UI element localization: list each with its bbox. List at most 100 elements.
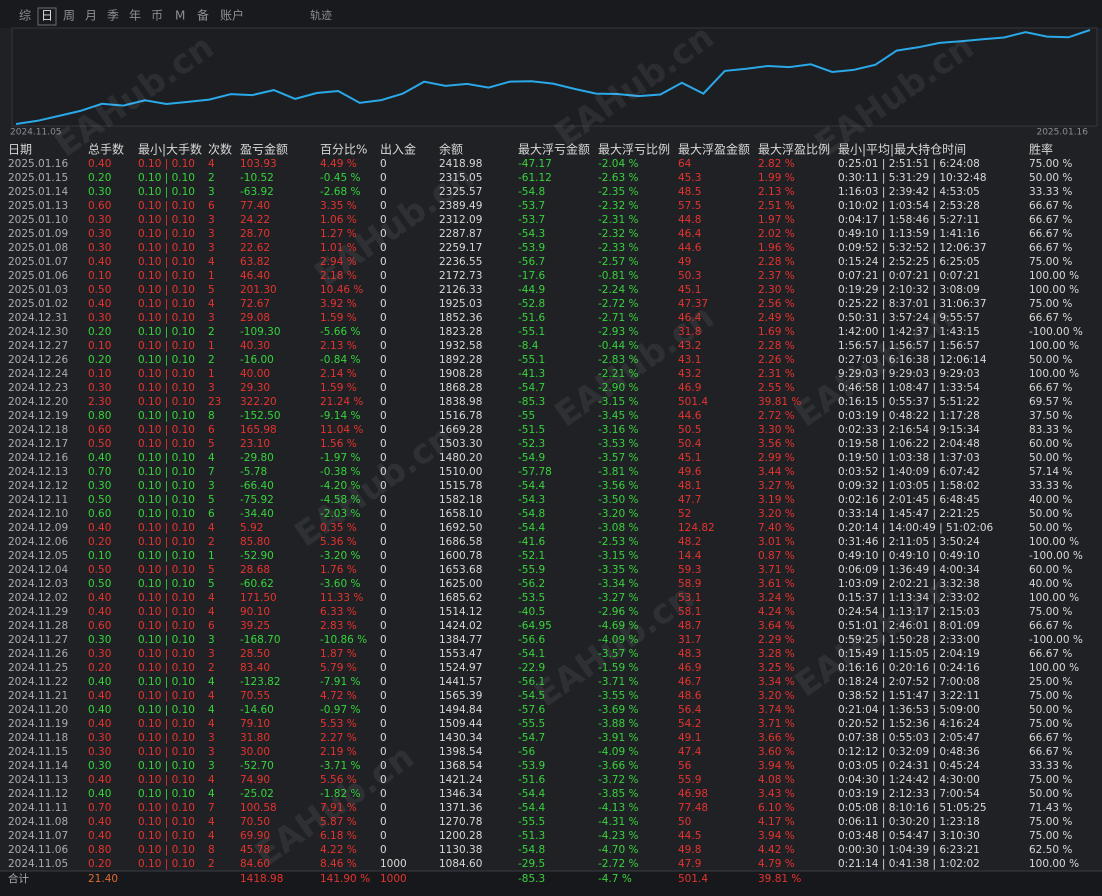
table-cell: -4.31 % xyxy=(598,816,639,828)
table-cell: 0.10 | 0.10 xyxy=(138,382,195,394)
table-cell: 0:59:25 | 1:50:28 | 2:33:00 xyxy=(838,634,980,646)
table-cell: 0.10 | 0.10 xyxy=(138,746,195,758)
column-header[interactable]: 最小|平均|最大持仓时间 xyxy=(838,142,966,157)
column-header[interactable]: 最小|大手数 xyxy=(138,142,202,157)
table-cell: 1925.03 xyxy=(439,298,482,310)
table-cell: 0.20 xyxy=(88,662,111,674)
column-header[interactable]: 次数 xyxy=(208,142,232,157)
tab[interactable]: 账户 xyxy=(220,8,244,23)
table-cell: 2325.57 xyxy=(439,186,482,198)
table-cell: 50.00 % xyxy=(1029,452,1072,464)
tab[interactable]: M xyxy=(175,9,185,23)
column-header[interactable]: 盈亏金额 xyxy=(240,142,288,157)
track-tab[interactable]: 轨迹 xyxy=(310,8,332,22)
tab[interactable]: 周 xyxy=(63,9,75,23)
table-cell: 4.42 % xyxy=(758,844,795,856)
table-cell: 2024.11.22 xyxy=(8,676,68,688)
table-cell: 2.14 % xyxy=(320,368,357,380)
table-cell: 59.3 xyxy=(678,564,701,576)
total-cell: 39.81 % xyxy=(758,873,801,885)
table-cell: 2.18 % xyxy=(320,270,357,282)
table-cell: 1503.30 xyxy=(439,438,482,450)
column-header[interactable]: 百分比% xyxy=(320,143,367,157)
table-cell: 48.6 xyxy=(678,690,702,702)
table-cell: 46.9 xyxy=(678,382,701,394)
tab[interactable]: 年 xyxy=(129,9,141,23)
column-header[interactable]: 出入金 xyxy=(380,142,416,157)
tab[interactable]: 月 xyxy=(85,9,97,23)
table-cell: -7.91 % xyxy=(320,676,361,688)
table-cell: 44.6 xyxy=(678,410,702,422)
table-cell: 0:25:22 | 8:37:01 | 31:06:37 xyxy=(838,298,987,310)
table-cell: 3.24 % xyxy=(758,592,795,604)
column-header[interactable]: 最大浮盈比例 xyxy=(758,143,830,157)
table-cell: 0.80 xyxy=(88,410,111,422)
table-cell: 0.10 | 0.10 xyxy=(138,368,195,380)
tab[interactable]: 季 xyxy=(107,9,119,23)
table-cell: 5.87 % xyxy=(320,816,357,828)
column-header[interactable]: 余额 xyxy=(439,142,463,157)
column-header[interactable]: 日期 xyxy=(8,143,32,157)
table-cell: -53.5 xyxy=(518,592,545,604)
total-cell: 21.40 xyxy=(88,873,118,885)
table-cell: 2.55 % xyxy=(758,382,795,394)
table-cell: 1.96 % xyxy=(758,242,795,254)
tab[interactable]: 币 xyxy=(151,9,163,23)
table-cell: -100.00 % xyxy=(1029,550,1083,562)
table-cell: 0.10 | 0.10 xyxy=(138,340,195,352)
table-cell: 1270.78 xyxy=(439,816,482,828)
table-cell: 2287.87 xyxy=(439,228,482,240)
table-cell: 1553.47 xyxy=(439,648,482,660)
table-cell: 75.00 % xyxy=(1029,606,1072,618)
table-cell: -56.6 xyxy=(518,634,545,646)
column-header[interactable]: 胜率 xyxy=(1029,142,1053,157)
table-cell: -29.5 xyxy=(518,858,545,870)
table-cell: 0:05:08 | 8:10:16 | 51:05:25 xyxy=(838,802,987,814)
table-cell: 1:03:09 | 2:02:21 | 3:32:38 xyxy=(838,578,980,590)
table-cell: 0 xyxy=(380,690,387,702)
table-cell: -0.45 % xyxy=(320,172,361,184)
table-cell: 2.37 % xyxy=(758,270,795,282)
table-cell: -57.78 xyxy=(518,466,552,478)
column-header[interactable]: 最大浮亏金额 xyxy=(518,142,590,157)
table-cell: 40.30 xyxy=(240,340,270,352)
column-header[interactable]: 总手数 xyxy=(88,142,124,157)
table-cell: 0 xyxy=(380,368,387,380)
table-cell: -1.59 % xyxy=(598,662,639,674)
table-cell: -3.85 % xyxy=(598,788,639,800)
table-cell: 49 xyxy=(678,256,691,268)
table-cell: 0.10 | 0.10 xyxy=(138,662,195,674)
table-cell: 0.10 | 0.10 xyxy=(138,186,195,198)
column-header[interactable]: 最大浮盈金额 xyxy=(678,142,750,157)
table-cell: -56.7 xyxy=(518,256,545,268)
table-cell: 0.30 xyxy=(88,732,111,744)
column-header[interactable]: 最大浮亏比例 xyxy=(598,143,670,157)
table-cell: 57.5 xyxy=(678,200,701,212)
table-cell: -3.57 % xyxy=(598,452,639,464)
tab[interactable]: 备 xyxy=(197,9,209,23)
table-cell: 2025.01.14 xyxy=(8,186,68,198)
table-cell: 2024.12.09 xyxy=(8,522,68,534)
table-cell: 6.18 % xyxy=(320,830,357,842)
table-cell: 66.67 % xyxy=(1029,648,1072,660)
table-cell: 8.46 % xyxy=(320,858,357,870)
table-cell: 2024.11.14 xyxy=(8,760,68,772)
table-cell: 7.40 % xyxy=(758,522,795,534)
table-cell: 0 xyxy=(380,424,387,436)
table-cell: 0 xyxy=(380,480,387,492)
table-cell: 2024.11.08 xyxy=(8,816,68,828)
tab[interactable]: 综 xyxy=(19,9,31,23)
table-cell: 100.00 % xyxy=(1029,270,1079,282)
table-cell: 2.94 % xyxy=(320,256,357,268)
tab[interactable]: 日 xyxy=(41,9,53,23)
table-cell: 75.00 % xyxy=(1029,298,1072,310)
table-cell: 0 xyxy=(380,438,387,450)
table-cell: 0 xyxy=(380,494,387,506)
table-cell: 0 xyxy=(380,606,387,618)
table-cell: 45.1 xyxy=(678,452,701,464)
table-cell: 5.53 % xyxy=(320,718,357,730)
table-cell: 0:03:52 | 1:40:09 | 6:07:42 xyxy=(838,466,980,478)
chart-start-date: 2024.11.05 xyxy=(10,128,62,138)
table-cell: 124.82 xyxy=(678,522,715,534)
table-cell: 0.10 | 0.10 xyxy=(138,326,195,338)
